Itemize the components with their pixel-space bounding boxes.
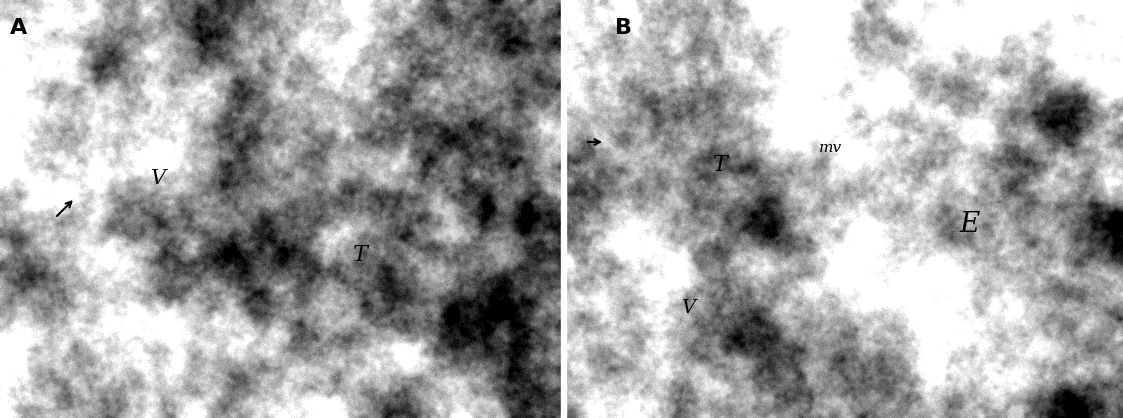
Text: T: T <box>713 154 728 176</box>
Text: T: T <box>353 244 367 266</box>
Text: E: E <box>960 212 980 239</box>
Text: V: V <box>681 299 695 317</box>
Text: A: A <box>10 18 27 38</box>
Text: B: B <box>615 18 632 38</box>
Text: V: V <box>150 168 165 188</box>
Text: mv: mv <box>819 141 841 155</box>
